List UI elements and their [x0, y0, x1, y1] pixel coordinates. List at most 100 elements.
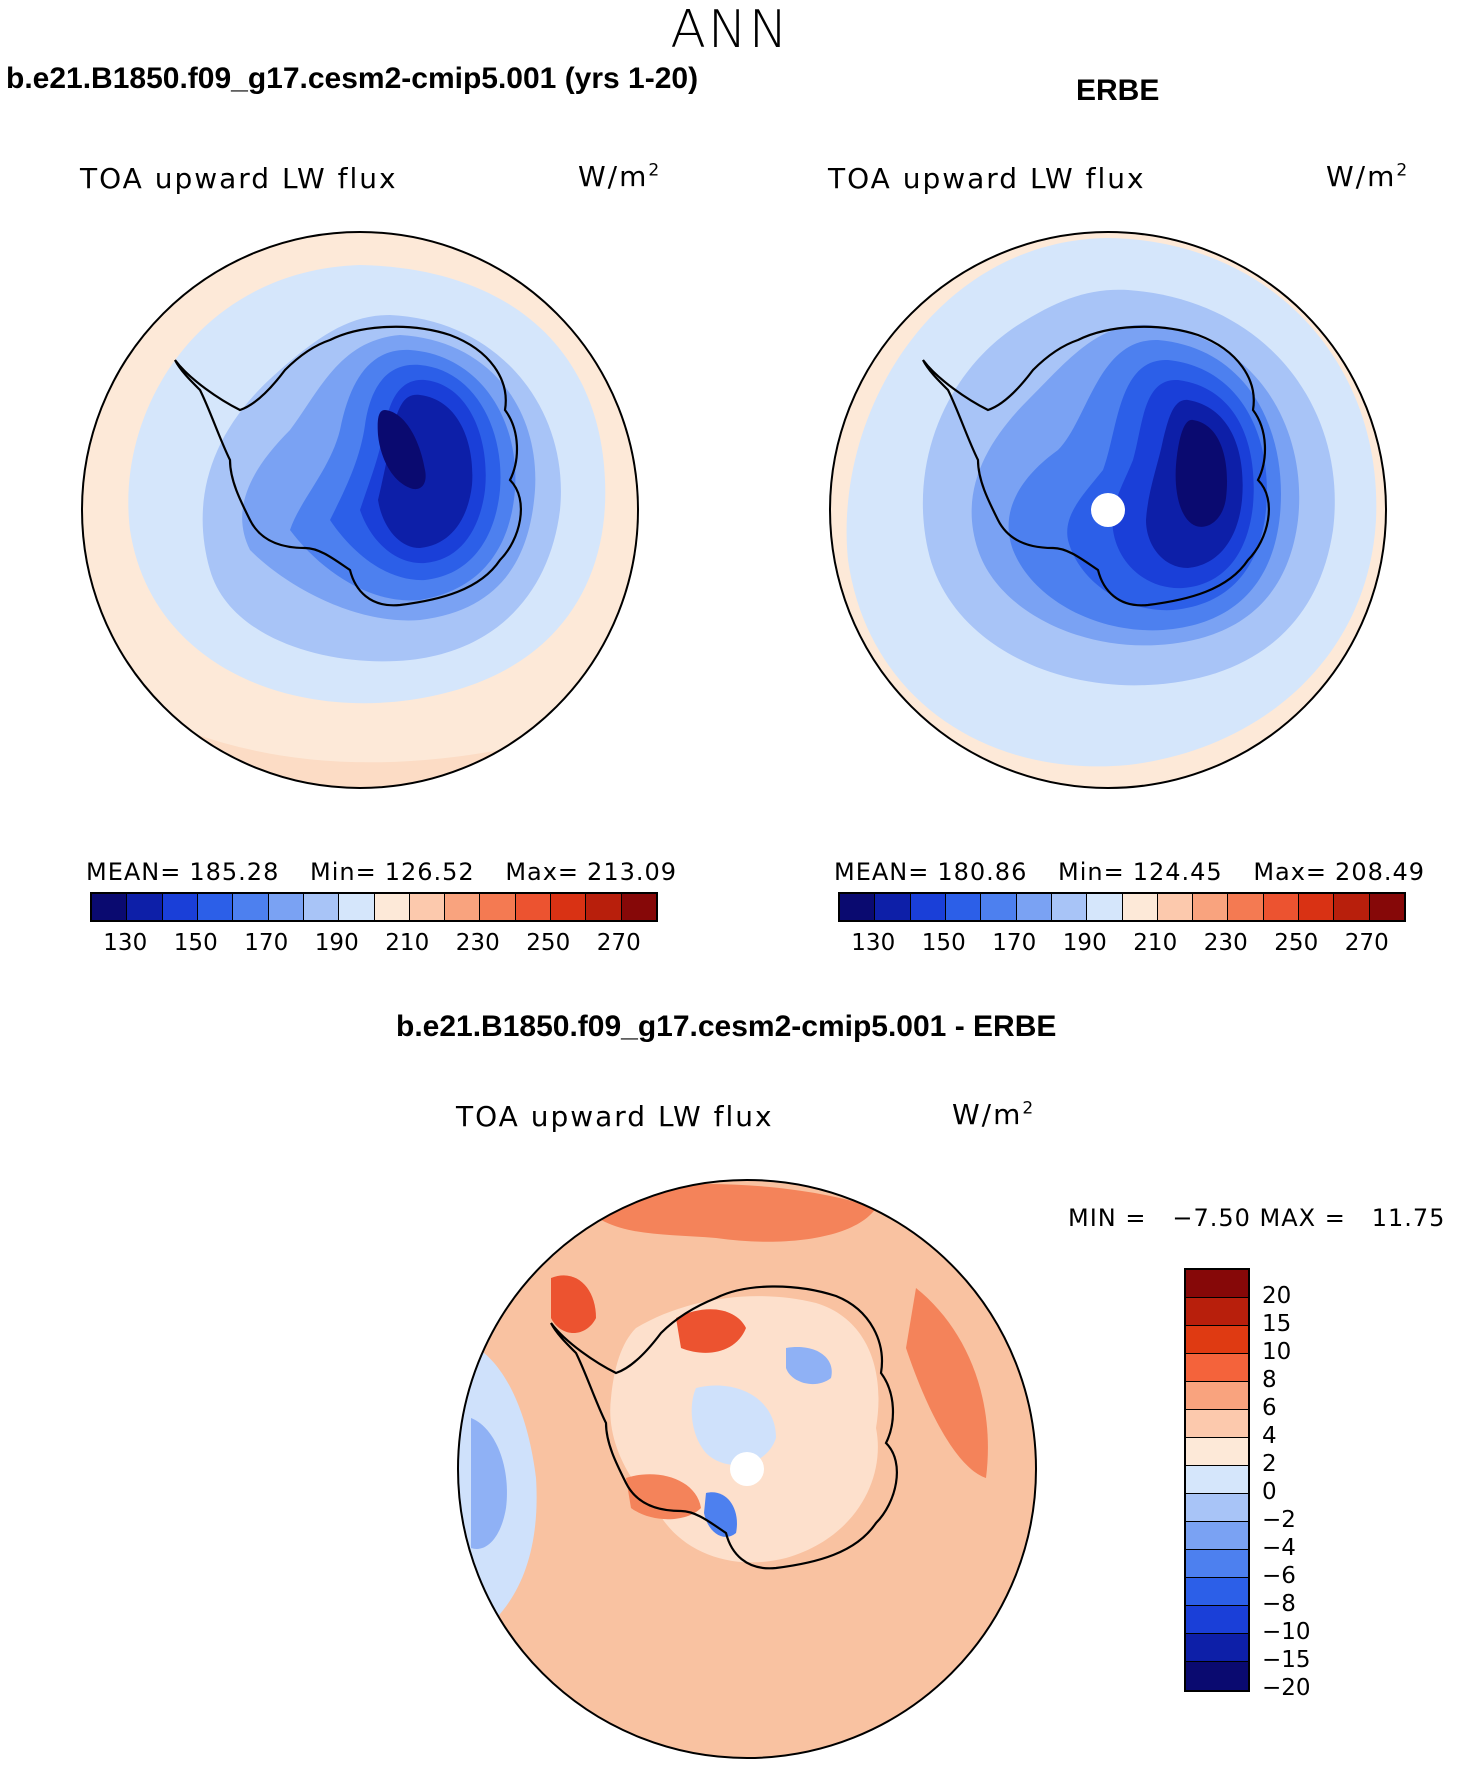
- diff-colorbar-tick-label: 15: [1262, 1311, 1292, 1337]
- obs-colorbar-swatch: [1122, 894, 1158, 920]
- model-variable-label: TOA upward LW flux: [80, 162, 398, 195]
- model-colorbar-swatch: [127, 894, 163, 920]
- obs-case-title: ERBE: [1076, 74, 1160, 107]
- diff-colorbar-tick-label: 0: [1262, 1479, 1277, 1505]
- obs-colorbar-tick-label: 230: [1203, 930, 1248, 956]
- model-colorbar-tick-label: 150: [173, 930, 218, 956]
- model-ice-5: [377, 410, 426, 490]
- obs-ice-5: [1175, 419, 1228, 527]
- diff-warm-band-east: [906, 1288, 988, 1478]
- model-colorbar-swatch: [586, 894, 622, 920]
- diff-colorbar-tick-label: 10: [1262, 1339, 1292, 1365]
- diff-colorbar-swatch: [1186, 1326, 1248, 1354]
- model-colorbar-tick-label: 170: [244, 930, 289, 956]
- obs-pole-hole: [1091, 493, 1125, 527]
- model-coastline: [174, 325, 522, 607]
- diff-coastline: [550, 1285, 898, 1570]
- obs-colorbar-swatch: [1334, 894, 1370, 920]
- diff-colorbar-swatch: [1186, 1410, 1248, 1438]
- diff-cool-south: [704, 1492, 737, 1537]
- diff-colorbar-swatch: [1186, 1494, 1248, 1522]
- diff-warm-band-north: [576, 1184, 876, 1242]
- obs-colorbar-swatch: [875, 894, 911, 920]
- diff-variable-label: TOA upward LW flux: [456, 1100, 774, 1133]
- diff-colorbar-swatch: [1186, 1522, 1248, 1550]
- diff-colorbar-tick-label: −4: [1262, 1535, 1296, 1561]
- model-stats: MEAN= 185.28 Min= 126.52 Max= 213.09: [86, 858, 678, 886]
- obs-colorbar-swatch: [1193, 894, 1229, 920]
- obs-variable-label: TOA upward LW flux: [828, 162, 1146, 195]
- obs-colorbar-tick-label: 210: [1133, 930, 1178, 956]
- model-colorbar-tick-label: 190: [314, 930, 359, 956]
- diff-colorbar-swatch: [1186, 1270, 1248, 1298]
- diff-colorbar-swatch: [1186, 1438, 1248, 1466]
- diff-colorbar-swatch: [1186, 1466, 1248, 1494]
- diff-colorbar-tick-label: −10: [1262, 1619, 1311, 1645]
- diff-cool-east: [786, 1347, 832, 1385]
- diff-colorbar-tick-label: −20: [1262, 1675, 1311, 1701]
- model-colorbar-tick-label: 270: [596, 930, 641, 956]
- model-colorbar-tick-label: 130: [103, 930, 148, 956]
- diff-colorbar-swatch: [1186, 1634, 1248, 1662]
- diff-colorbar-ticks: 20 15 10 8 6 4 2 0 −2 −4 −6 −8 −10 −15 −20: [1262, 1268, 1342, 1701]
- figure-title: ANN: [670, 0, 790, 60]
- obs-colorbar-swatch: [1228, 894, 1264, 920]
- model-colorbar-swatch: [621, 894, 656, 920]
- obs-colorbar-tick-label: 130: [851, 930, 896, 956]
- obs-colorbar-swatch: [1369, 894, 1404, 920]
- diff-colorbar-swatch: [1186, 1550, 1248, 1578]
- diff-colorbar: [1184, 1268, 1250, 1692]
- diff-colorbar-tick-label: 8: [1262, 1367, 1277, 1393]
- model-colorbar-swatch: [197, 894, 234, 920]
- diff-colorbar-tick-label: −8: [1262, 1591, 1296, 1617]
- model-units: W/m2: [578, 160, 662, 193]
- diff-colorbar-tick-label: 2: [1262, 1451, 1277, 1477]
- model-colorbar-swatch: [92, 894, 128, 920]
- model-colorbar-swatch: [233, 894, 269, 920]
- obs-colorbar-tick-label: 150: [921, 930, 966, 956]
- diff-case-title: b.e21.B1850.f09_g17.cesm2-cmip5.001 - ER…: [396, 1010, 1057, 1043]
- diff-warm-north-coast: [676, 1309, 746, 1353]
- model-colorbar-swatch: [480, 894, 516, 920]
- diff-polar-map: [457, 1179, 1037, 1759]
- diff-colorbar-tick-label: −15: [1262, 1647, 1311, 1673]
- diff-colorbar-tick-label: −6: [1262, 1563, 1296, 1589]
- diff-colorbar-swatch: [1186, 1606, 1248, 1634]
- diff-warm-peninsula: [551, 1275, 596, 1333]
- obs-colorbar-swatch: [840, 894, 876, 920]
- diff-colorbar-tick-label: −2: [1262, 1507, 1296, 1533]
- diff-cool-west-core: [471, 1418, 507, 1549]
- obs-colorbar: [838, 892, 1406, 922]
- obs-colorbar-swatch: [1016, 894, 1052, 920]
- diff-colorbar-tick-label: 4: [1262, 1423, 1277, 1449]
- obs-colorbar-swatch: [981, 894, 1017, 920]
- obs-colorbar-tick-label: 250: [1274, 930, 1319, 956]
- model-colorbar-swatch: [162, 894, 198, 920]
- obs-colorbar-swatch: [1087, 894, 1123, 920]
- diff-minmax: MIN = −7.50 MAX = 11.75: [1068, 1204, 1446, 1232]
- model-colorbar-tick-label: 250: [526, 930, 571, 956]
- obs-colorbar-tick-label: 170: [992, 930, 1037, 956]
- model-colorbar-swatch: [409, 894, 446, 920]
- model-colorbar-swatch: [515, 894, 552, 920]
- model-case-title: b.e21.B1850.f09_g17.cesm2-cmip5.001 (yrs…: [6, 62, 699, 95]
- diff-colorbar-swatch: [1186, 1578, 1248, 1606]
- obs-colorbar-swatch: [1299, 894, 1335, 920]
- model-colorbar: [90, 892, 658, 922]
- model-polar-map: [81, 231, 639, 789]
- model-colorbar-swatch: [339, 894, 375, 920]
- obs-units: W/m2: [1326, 160, 1410, 193]
- model-colorbar-swatch: [268, 894, 304, 920]
- diff-cool-interior: [691, 1385, 776, 1465]
- obs-coastline: [922, 325, 1270, 607]
- model-colorbar-swatch: [551, 894, 587, 920]
- diff-colorbar-swatch: [1186, 1298, 1248, 1326]
- obs-colorbar-tick-label: 270: [1344, 930, 1389, 956]
- diff-colorbar-tick-label: 20: [1262, 1283, 1292, 1309]
- diff-pole-hole: [730, 1452, 764, 1486]
- model-colorbar-ticks: 130 150 170 190 210 230 250 270: [90, 930, 654, 960]
- model-colorbar-tick-label: 230: [455, 930, 500, 956]
- obs-colorbar-swatch: [1157, 894, 1194, 920]
- obs-colorbar-tick-label: 190: [1062, 930, 1107, 956]
- diff-warm-coast-south: [626, 1474, 701, 1520]
